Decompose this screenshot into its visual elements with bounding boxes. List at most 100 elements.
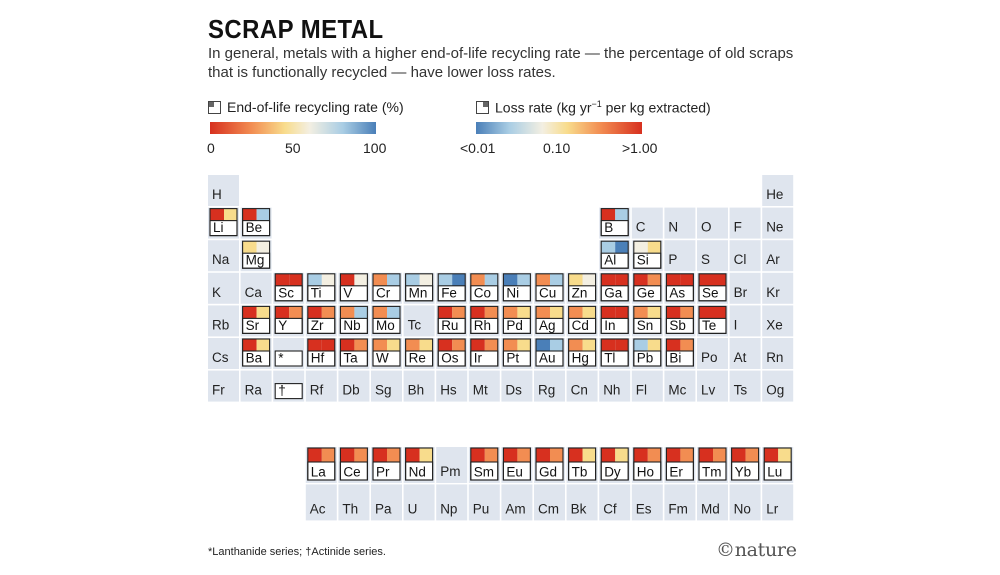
element-symbol: I — [734, 317, 738, 332]
cell-bg — [762, 370, 794, 402]
element-symbol: Md — [701, 501, 720, 516]
cell-outline — [665, 338, 694, 367]
element-symbol: Th — [342, 501, 358, 516]
element-symbol: Ti — [311, 285, 322, 300]
loss-rate-mark — [419, 273, 433, 286]
element-cell-Er: Er — [664, 447, 696, 483]
cell-outline — [405, 447, 434, 481]
element-symbol: Er — [669, 465, 683, 480]
cell-outline — [698, 305, 727, 334]
element-symbol: Zn — [572, 285, 588, 300]
element-cell-Ho: Ho — [631, 447, 663, 483]
element-cell-Pt: Pt — [501, 338, 533, 369]
element-cell-Cu: Cu — [534, 272, 565, 304]
cell-outline — [600, 447, 629, 481]
element-cell-Zn: Zn — [566, 272, 598, 304]
loss-rate-mark — [550, 306, 563, 319]
element-cell-*: * — [273, 338, 305, 369]
loss-rate-mark — [615, 306, 629, 319]
cell-outline — [307, 273, 336, 302]
loss-rate-mark — [387, 273, 400, 286]
cell-outline — [307, 305, 336, 334]
cell-bg — [305, 484, 337, 521]
element-symbol: Nh — [603, 383, 620, 398]
recycling-rate-mark — [699, 306, 713, 319]
recycling-rate-mark — [405, 273, 420, 286]
element-symbol: Nb — [343, 318, 360, 333]
element-symbol: Cr — [376, 285, 391, 300]
cell-bg — [208, 338, 239, 369]
element-cell-Ga: Ga — [599, 272, 631, 304]
cell-outline — [372, 447, 401, 481]
element-symbol: Pu — [473, 501, 490, 516]
element-cell-Ds: Ds — [501, 370, 533, 402]
element-symbol: At — [734, 350, 747, 365]
cell-bg — [534, 370, 565, 402]
element-cell-Sr: Sr — [240, 305, 272, 337]
cell-outline — [665, 273, 694, 302]
loss-rate-mark — [647, 273, 661, 286]
element-symbol: Ac — [310, 501, 326, 516]
loss-rate-mark — [517, 339, 531, 351]
element-symbol: Ho — [637, 465, 654, 480]
loss-rate-mark — [647, 448, 661, 462]
element-symbol: Tb — [572, 465, 588, 480]
element-symbol: Tc — [408, 317, 422, 332]
element-symbol: B — [604, 220, 613, 235]
element-symbol: Os — [441, 351, 459, 366]
element-cell-Be: Be — [240, 207, 272, 239]
element-cell-Cd: Cd — [566, 305, 598, 337]
cell-bg — [371, 484, 402, 521]
loss-rate-mark — [256, 306, 270, 319]
recycling-rate-mark — [307, 448, 322, 462]
element-symbol: Pa — [375, 501, 392, 516]
recycling-rate-mark — [601, 273, 616, 286]
cell-bg — [501, 370, 533, 402]
element-cell-Po: Po — [697, 338, 728, 369]
element-cell-Sm: Sm — [468, 447, 500, 483]
element-symbol: Pr — [376, 465, 390, 480]
element-symbol: Ge — [637, 285, 655, 300]
loss-rate-mark — [354, 448, 368, 462]
cell-outline — [600, 273, 629, 302]
recycling-rate-mark — [666, 448, 681, 462]
element-symbol: Mt — [473, 383, 488, 398]
recycling-rate-mark — [503, 273, 518, 286]
element-cell-Sb: Sb — [664, 305, 696, 337]
recycling-rate-mark — [601, 241, 616, 254]
element-symbol: Eu — [506, 465, 523, 480]
cell-outline — [405, 338, 434, 367]
element-cell-F: F — [729, 207, 761, 239]
element-cell-Br: Br — [729, 272, 761, 304]
cell-bg — [664, 370, 696, 402]
cell-bg — [631, 370, 663, 402]
element-symbol: Na — [212, 252, 230, 267]
element-cell-Rh: Rh — [468, 305, 500, 337]
element-cell-Cf: Cf — [599, 484, 631, 521]
cell-outline — [274, 273, 303, 302]
recycling-rate-mark — [568, 306, 583, 319]
element-cell-Es: Es — [631, 484, 663, 521]
element-cell-P: P — [664, 240, 696, 272]
element-symbol: Sg — [375, 383, 392, 398]
recycling-rate-mark — [340, 339, 355, 351]
cell-outline — [470, 447, 499, 481]
cell-outline — [698, 447, 727, 481]
loss-rate-mark — [615, 339, 629, 351]
element-symbol: Hf — [311, 351, 325, 366]
cell-bg — [729, 484, 761, 521]
cell-outline — [535, 273, 564, 302]
element-cell-Pd: Pd — [501, 305, 533, 337]
recycling-rate-mark — [666, 273, 681, 286]
loss-rate-mark — [647, 241, 661, 254]
element-cell-Li: Li — [208, 207, 239, 239]
element-cell-Eu: Eu — [501, 447, 533, 483]
element-symbol: Y — [278, 318, 287, 333]
recycling-rate-mark — [307, 273, 322, 286]
loss-legend-text: Loss rate (kg yr−1 per kg extracted) — [495, 99, 711, 116]
element-cell-Mt: Mt — [468, 370, 500, 402]
element-symbol: Br — [734, 285, 748, 300]
element-cell-Nh: Nh — [599, 370, 631, 402]
cell-outline — [600, 338, 629, 367]
